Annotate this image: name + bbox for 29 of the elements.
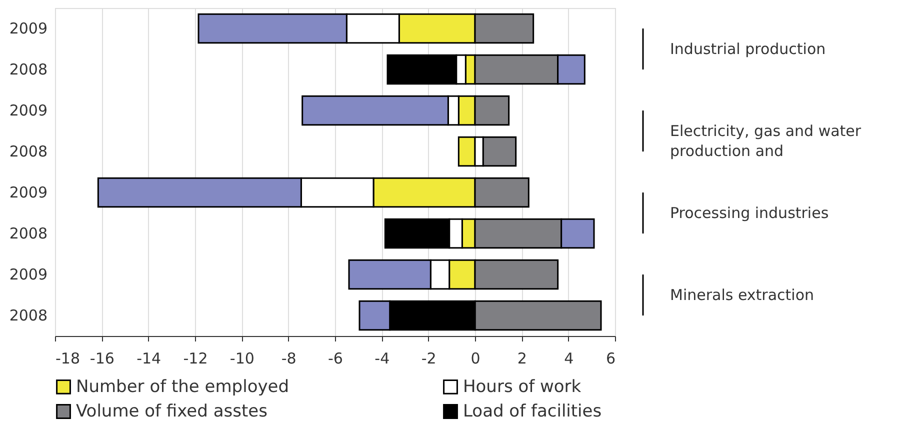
text: Industrial production (670, 40, 826, 58)
x-tick-label: -10 (230, 350, 254, 368)
x-tick-label: 0 (470, 350, 480, 368)
y-tick-label: 2009 (9, 266, 48, 284)
legend-label: Number of the employed (76, 376, 290, 397)
text: Minerals extraction (670, 286, 814, 304)
text: Processing industries (670, 204, 829, 222)
y-tick-label: 2008 (9, 142, 48, 160)
legend-label: Load of facilities (463, 402, 602, 422)
legend-label: Hours of work (463, 376, 582, 397)
y-tick-label: 2009 (9, 102, 48, 120)
x-tick-label: -4 (374, 350, 390, 368)
y-tick-label: 2009 (9, 20, 48, 38)
x-tick-label: -18 (56, 350, 80, 368)
x-tick-label: -14 (136, 350, 162, 368)
x-tick-label: -16 (90, 350, 114, 368)
x-tick-label: -12 (183, 350, 208, 368)
x-tick-label: 6 (606, 350, 616, 368)
x-tick-label: -6 (328, 350, 343, 368)
x-tick-label: -2 (421, 350, 436, 368)
y-tick-label: 2009 (9, 184, 48, 202)
y-tick-label: 2008 (9, 60, 48, 78)
y-tick-label: 2008 (9, 224, 48, 242)
x-tick-label: -8 (281, 350, 296, 368)
text: Electricity, gas and water production and (670, 122, 862, 160)
x-tick-label: 4 (564, 350, 574, 368)
legend-label: Volume of fixed asstes (76, 402, 268, 422)
y-tick-label: 2008 (9, 306, 48, 324)
x-tick-label: 2 (517, 350, 527, 368)
